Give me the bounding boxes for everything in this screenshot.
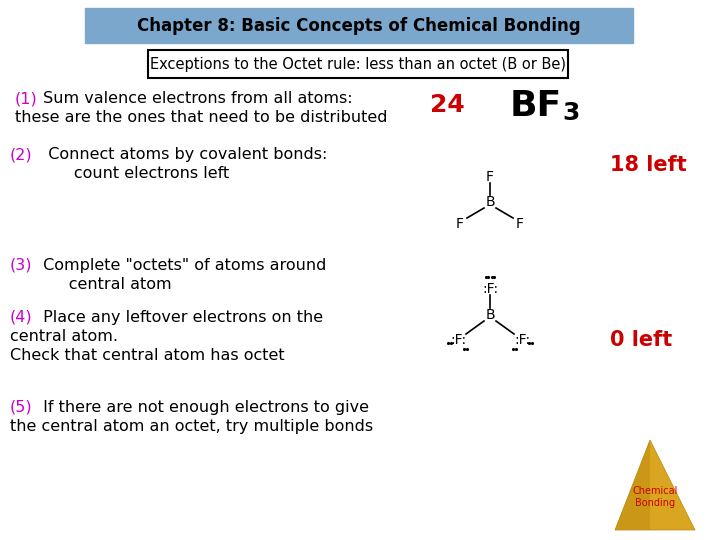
Text: :F:: :F: (450, 333, 466, 347)
Text: count electrons left: count electrons left (38, 166, 229, 181)
Text: (2): (2) (10, 147, 32, 162)
Text: Chapter 8: Basic Concepts of Chemical Bonding: Chapter 8: Basic Concepts of Chemical Bo… (138, 17, 581, 35)
Text: B: B (485, 308, 495, 322)
Text: Exceptions to the Octet rule: less than an octet (B or Be): Exceptions to the Octet rule: less than … (150, 57, 566, 72)
Text: F: F (486, 170, 494, 184)
Text: 24: 24 (430, 93, 464, 117)
Text: Sum valence electrons from all atoms:: Sum valence electrons from all atoms: (38, 91, 353, 106)
Text: Connect atoms by covalent bonds:: Connect atoms by covalent bonds: (38, 147, 328, 162)
Text: the central atom an octet, try multiple bonds: the central atom an octet, try multiple … (10, 419, 373, 434)
Text: Bonding: Bonding (635, 498, 675, 508)
Text: (4): (4) (10, 310, 32, 325)
Text: central atom: central atom (38, 277, 171, 292)
Text: (5): (5) (10, 400, 32, 415)
Text: (3): (3) (10, 258, 32, 273)
Text: these are the ones that need to be distributed: these are the ones that need to be distr… (15, 110, 387, 125)
Text: 3: 3 (562, 101, 580, 125)
Text: central atom.: central atom. (10, 329, 118, 344)
Text: Chemical: Chemical (632, 486, 678, 496)
Text: B: B (485, 195, 495, 209)
Text: Check that central atom has octet: Check that central atom has octet (10, 348, 284, 363)
Text: BF: BF (510, 89, 562, 123)
Text: If there are not enough electrons to give: If there are not enough electrons to giv… (38, 400, 369, 415)
Text: Place any leftover electrons on the: Place any leftover electrons on the (38, 310, 323, 325)
Text: F: F (516, 217, 524, 231)
Text: 18 left: 18 left (610, 155, 687, 175)
Text: 0 left: 0 left (610, 330, 672, 350)
Text: (1): (1) (15, 91, 37, 106)
Polygon shape (615, 440, 695, 530)
Polygon shape (615, 440, 650, 530)
Text: :F:: :F: (514, 333, 530, 347)
FancyBboxPatch shape (85, 8, 633, 43)
Text: F: F (456, 217, 464, 231)
FancyBboxPatch shape (148, 50, 568, 78)
Text: :F:: :F: (482, 282, 498, 296)
Text: Complete "octets" of atoms around: Complete "octets" of atoms around (38, 258, 326, 273)
